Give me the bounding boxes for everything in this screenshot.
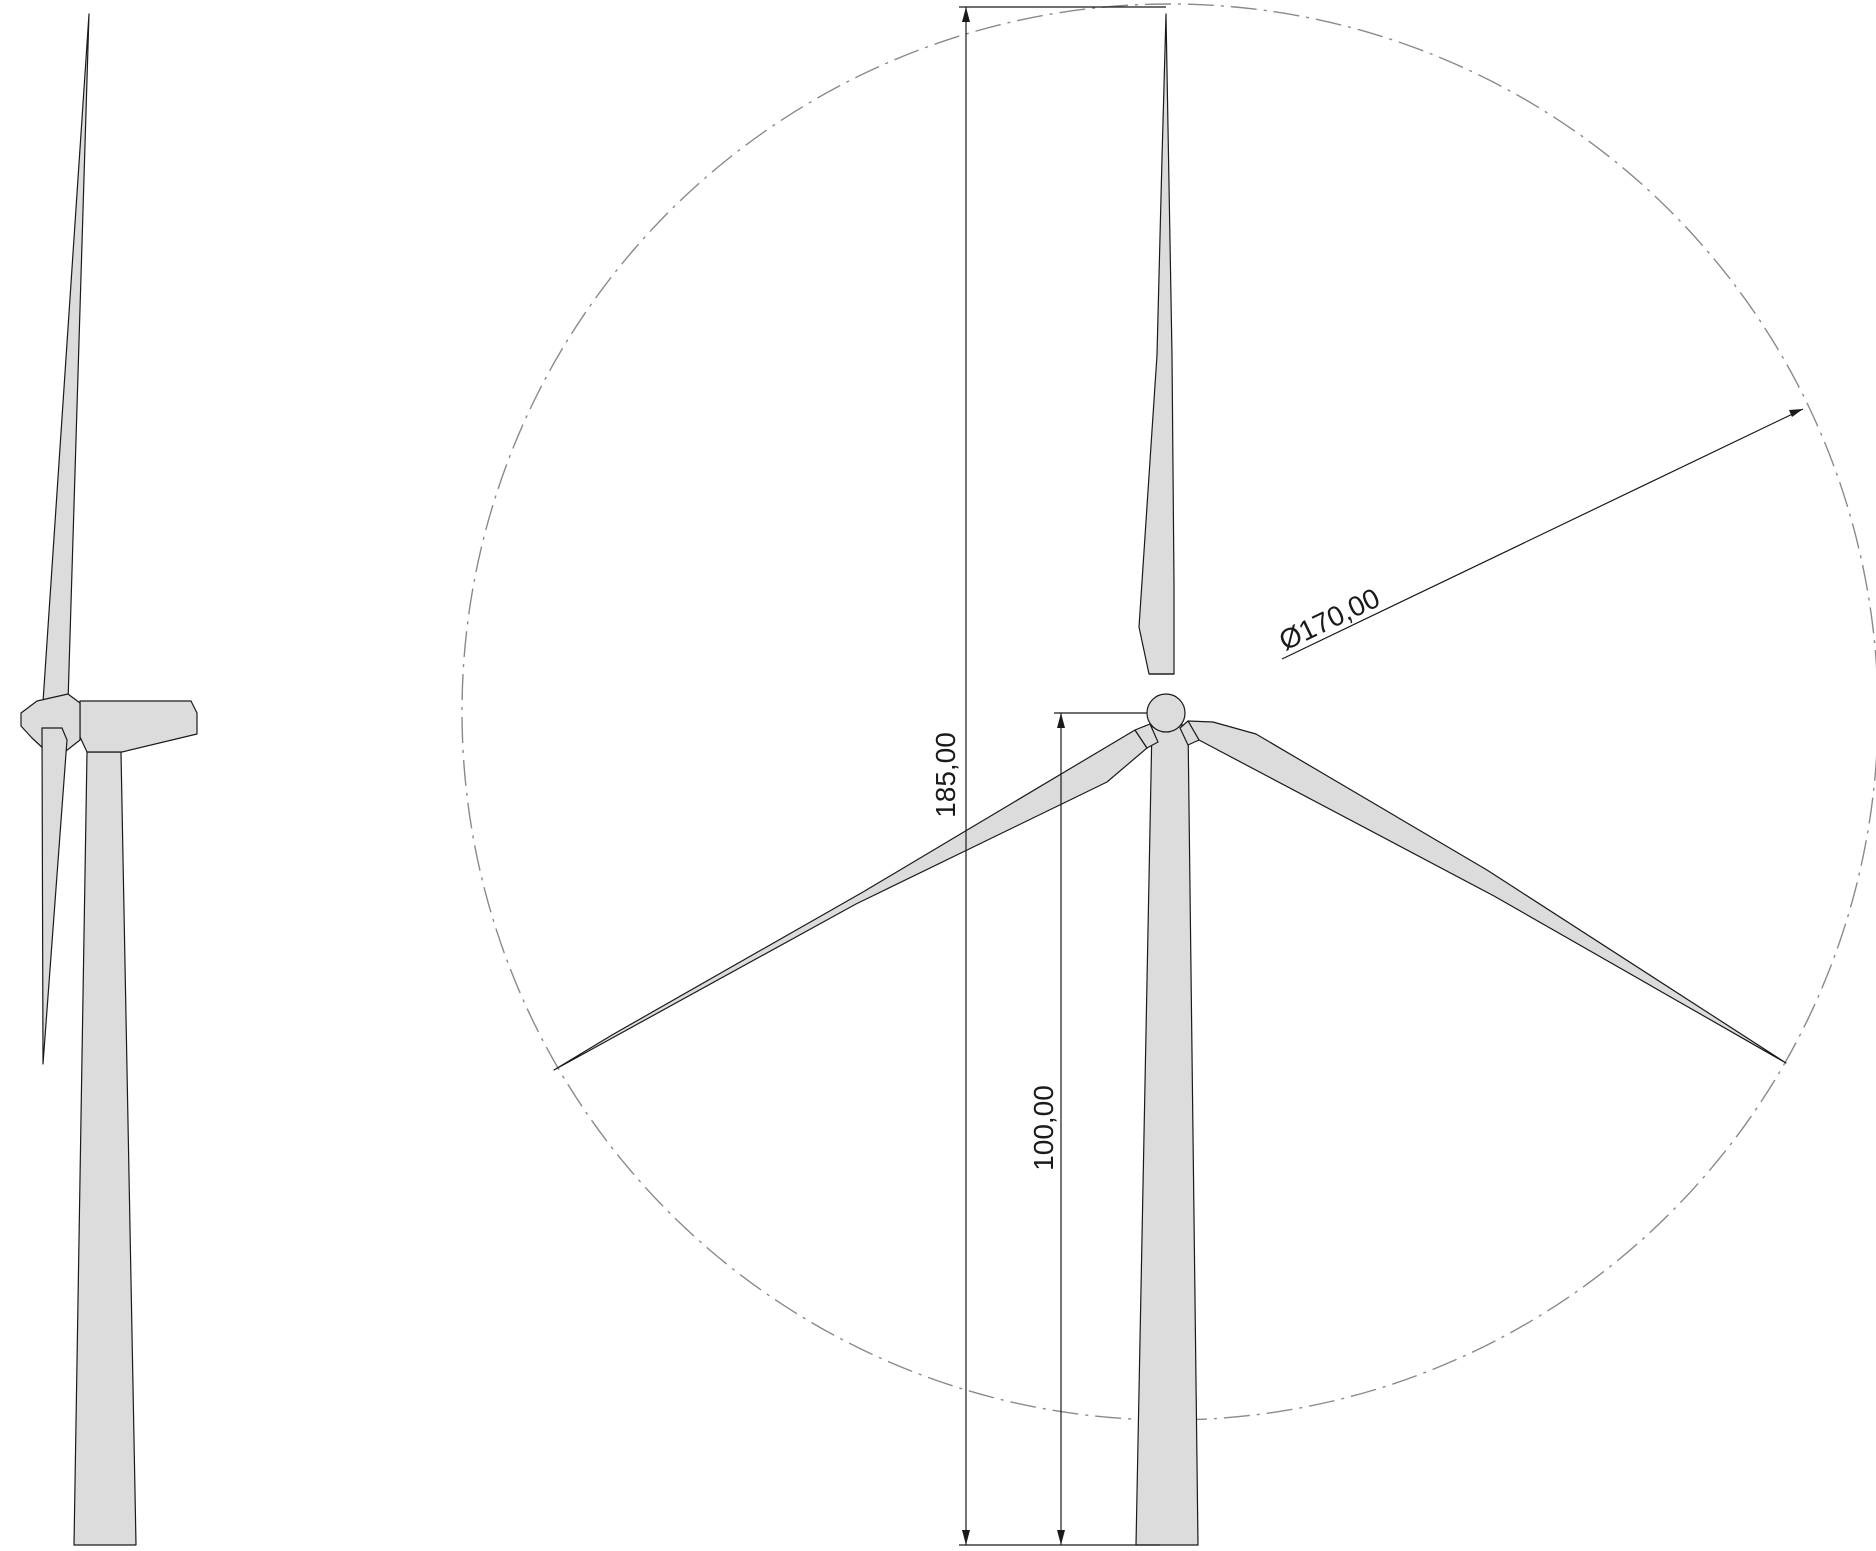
blade-top — [1138, 13, 1175, 675]
dimension-rotor-diameter: Ø170,00 — [1274, 408, 1804, 660]
rotor-circle — [461, 3, 1876, 1421]
front-tower — [1135, 724, 1199, 1546]
hub — [1146, 693, 1186, 733]
side-blade-upper — [42, 13, 90, 703]
rotor-diameter-label: Ø170,00 — [1274, 582, 1384, 656]
side-tower — [73, 751, 137, 1546]
total-height-label: 185,00 — [930, 732, 961, 818]
dimension-total-height: 185,00 — [930, 6, 1166, 1546]
side-blade-lower — [41, 727, 68, 1065]
dimension-hub-height: 100,00 — [1028, 712, 1147, 1545]
side-nacelle — [79, 700, 198, 753]
hub-height-label: 100,00 — [1028, 1085, 1059, 1171]
side-view — [20, 13, 198, 1546]
blade-left — [553, 723, 1159, 1071]
front-view — [461, 3, 1876, 1546]
blade-right — [1179, 720, 1787, 1064]
